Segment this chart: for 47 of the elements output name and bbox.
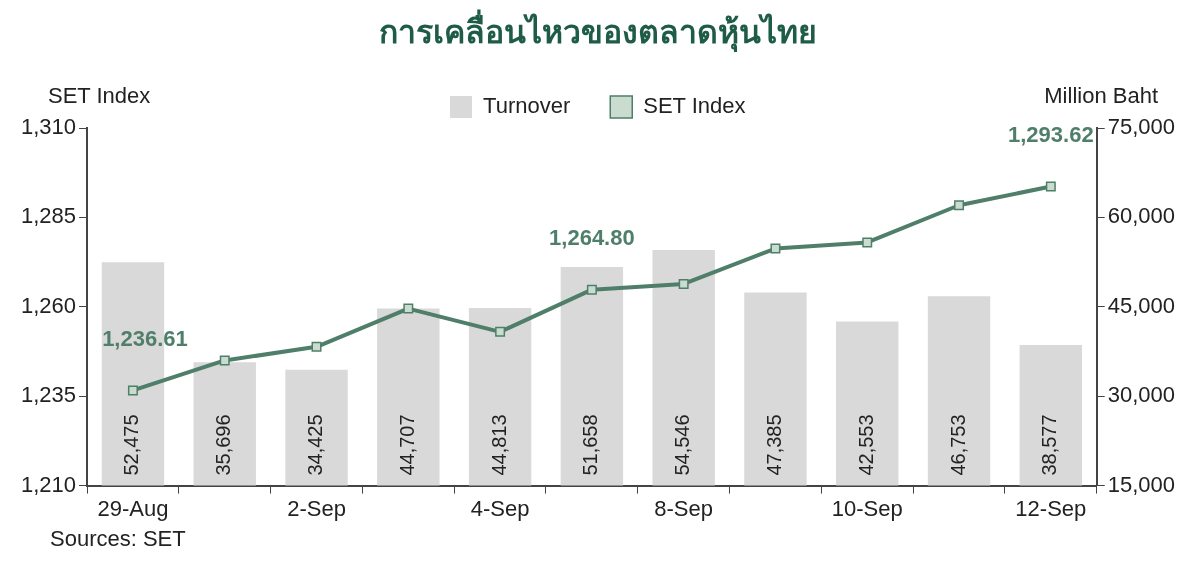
point xyxy=(495,326,506,337)
data-label: 1,264.80 xyxy=(549,224,635,250)
y-axis-title: SET Index xyxy=(48,83,151,109)
x-tick-label: 12-Sep xyxy=(1015,495,1087,521)
data-label: 38,577 xyxy=(1038,414,1061,476)
y-tick-label: 1,285 xyxy=(20,203,77,229)
data-label: 44,813 xyxy=(487,414,510,476)
point xyxy=(403,303,414,314)
point xyxy=(219,355,230,366)
point xyxy=(678,278,689,289)
data-label: 44,707 xyxy=(395,414,418,476)
y2-tick-label: 75,000 xyxy=(1107,114,1176,140)
data-label: 47,385 xyxy=(762,414,785,476)
y-tick-label: 1,210 xyxy=(20,471,77,497)
chart-title: การเคลื่อนไหวของตลาดหุ้นไทย xyxy=(378,8,818,54)
point xyxy=(311,341,322,352)
y2-tick-label: 45,000 xyxy=(1107,292,1176,318)
y2-axis-title: Million Baht xyxy=(1044,83,1158,109)
point xyxy=(770,243,781,254)
data-label: 1,236.61 xyxy=(102,325,188,351)
y2-tick-label: 15,000 xyxy=(1107,471,1176,497)
y-tick-label: 1,310 xyxy=(20,114,77,140)
x-tick-label: 2-Sep xyxy=(287,495,346,521)
data-label: 52,475 xyxy=(120,414,143,476)
data-label: 54,546 xyxy=(671,414,694,476)
data-label: 34,425 xyxy=(304,414,327,476)
y2-tick-label: 30,000 xyxy=(1107,382,1176,408)
data-label: 51,658 xyxy=(579,414,602,476)
data-label: 35,696 xyxy=(212,414,235,476)
y-tick-label: 1,260 xyxy=(20,292,77,318)
point xyxy=(127,385,138,396)
y2-tick-label: 60,000 xyxy=(1107,203,1176,229)
x-tick-label: 4-Sep xyxy=(470,495,530,521)
x-tick-label: 29-Aug xyxy=(97,495,169,521)
data-label: 42,553 xyxy=(854,414,877,476)
x-tick-label: 8-Sep xyxy=(654,495,714,521)
legend-label: Turnover xyxy=(483,93,571,119)
data-label: 46,753 xyxy=(946,414,969,476)
legend-label: SET Index xyxy=(643,93,746,119)
source-note: Sources: SET xyxy=(49,526,187,552)
y-tick-label: 1,235 xyxy=(20,382,77,408)
x-tick-label: 10-Sep xyxy=(831,495,903,521)
point xyxy=(586,284,597,295)
data-label: 1,293.62 xyxy=(1008,121,1094,147)
point xyxy=(1045,181,1056,192)
point xyxy=(862,237,873,248)
point xyxy=(954,200,965,211)
